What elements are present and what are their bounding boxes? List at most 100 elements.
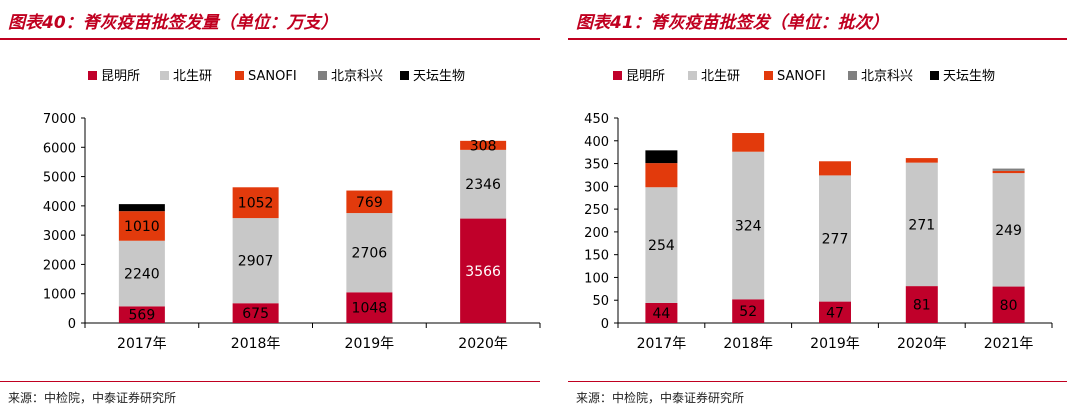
bar-segment-2 [819, 161, 851, 176]
y-tick-label: 400 [584, 135, 609, 150]
y-tick-label: 6000 [43, 141, 76, 156]
legend-swatch [848, 71, 857, 80]
x-tick-label: 2021年 [984, 336, 1034, 352]
x-tick-label: 2017年 [117, 336, 167, 352]
chart-title: 图表40：脊灰疫苗批签发量（单位：万支） [8, 13, 338, 33]
y-tick-label: 0 [68, 317, 76, 332]
x-tick-label: 2017年 [637, 336, 687, 352]
bar-segment-4 [118, 204, 165, 212]
bar-segment-2 [732, 133, 765, 152]
legend-label: 昆明所 [101, 69, 140, 84]
x-tick-label: 2020年 [897, 336, 947, 352]
bar-segment-2 [460, 140, 507, 150]
bar-segment-3 [992, 168, 1025, 171]
chart-panel-left: 图表40：脊灰疫苗批签发量（单位：万支） 昆明所 北生研 SANOFI 北京科兴 天坛生… [0, 13, 541, 405]
bar-segment-1 [732, 151, 765, 300]
data-label: 569 [129, 308, 156, 324]
legend-label: 天坛生物 [413, 69, 465, 84]
bar-segment-0 [460, 218, 507, 323]
data-label: 769 [356, 195, 383, 211]
bar-segment-0 [992, 286, 1025, 323]
data-label: 80 [1000, 298, 1018, 314]
legend-label: 北京科兴 [861, 69, 913, 84]
data-label: 271 [908, 217, 935, 233]
y-tick-label: 2000 [43, 258, 76, 273]
source-rule [0, 381, 540, 382]
legend-item: 天坛生物 [400, 69, 465, 84]
legend-item: 北生研 [688, 69, 740, 84]
data-label: 2706 [352, 246, 388, 262]
legend-item: 天坛生物 [930, 69, 995, 84]
bar-segment-0 [232, 303, 279, 323]
bar-segment-2 [992, 170, 1025, 174]
bar-segment-2 [905, 158, 938, 163]
legend-swatch [235, 71, 244, 80]
legend-swatch [930, 71, 939, 80]
legend-swatch [764, 71, 773, 80]
data-label: 254 [648, 238, 675, 254]
y-tick-label: 300 [584, 180, 609, 195]
bar-segment-1 [460, 149, 507, 219]
legend-label: 北生研 [701, 69, 740, 84]
bar-segment-0 [346, 292, 393, 323]
data-label: 249 [995, 223, 1022, 239]
x-tick-label: 2019年 [345, 336, 395, 352]
bar-segment-1 [905, 162, 938, 287]
legend-swatch [318, 71, 327, 80]
title-rule [0, 38, 540, 40]
x-tick-label: 2018年 [723, 336, 773, 352]
legend-item: 昆明所 [613, 69, 665, 84]
bar-segment-1 [819, 175, 851, 302]
y-tick-label: 150 [584, 249, 609, 264]
y-tick-label: 250 [584, 203, 609, 218]
source-note: 来源：中检院，中泰证券研究所 [8, 391, 177, 405]
legend-item: SANOFI [764, 69, 826, 84]
legend-label: SANOFI [248, 69, 297, 84]
legend-swatch [88, 71, 97, 80]
legend-label: SANOFI [777, 69, 826, 84]
y-tick-label: 100 [584, 271, 609, 286]
y-tick-label: 200 [584, 226, 609, 241]
data-label: 1048 [352, 301, 388, 317]
legend-item: 昆明所 [88, 69, 140, 84]
bar-segment-4 [645, 150, 678, 164]
bar-segment-0 [905, 286, 938, 323]
chart-title: 图表41：脊灰疫苗批签发（单位：批次） [576, 13, 889, 33]
x-tick-label: 2018年 [231, 336, 281, 352]
bar-segment-1 [992, 173, 1025, 287]
legend-item: SANOFI [235, 69, 297, 84]
data-label: 308 [470, 138, 497, 154]
y-tick-label: 7000 [43, 112, 76, 127]
data-label: 3566 [465, 264, 501, 280]
data-label: 52 [739, 304, 757, 320]
legend-swatch [613, 71, 622, 80]
bar-segment-1 [346, 213, 393, 293]
legend-item: 北京科兴 [848, 69, 913, 84]
data-label: 2346 [465, 177, 501, 193]
bar-segment-0 [118, 306, 165, 323]
y-tick-label: 1000 [43, 288, 76, 303]
data-label: 2240 [124, 267, 160, 283]
legend-label: 昆明所 [626, 69, 665, 84]
bar-segment-0 [732, 299, 765, 323]
legend-label: 北京科兴 [331, 69, 383, 84]
x-tick-label: 2019年 [810, 336, 860, 352]
data-label: 675 [242, 306, 269, 322]
stacked-bar-chart-doses: 昆明所 北生研 SANOFI 北京科兴 天坛生物 0 1000 2000 3000 4000 500… [43, 69, 541, 352]
source-rule [568, 381, 1067, 382]
data-label: 81 [913, 298, 931, 314]
bar-segment-1 [232, 218, 279, 304]
data-label: 47 [826, 305, 844, 321]
bar-segment-1 [118, 240, 165, 307]
y-tick-label: 350 [584, 158, 609, 173]
y-tick-label: 3000 [43, 229, 76, 244]
legend-item: 北京科兴 [318, 69, 383, 84]
x-tick-label: 2020年 [458, 336, 508, 352]
bar-segment-1 [645, 187, 678, 303]
legend-label: 天坛生物 [943, 69, 995, 84]
data-label: 277 [822, 231, 849, 247]
y-tick-label: 5000 [43, 171, 76, 186]
legend-swatch [160, 71, 169, 80]
bar-segment-2 [346, 190, 393, 214]
data-label: 44 [652, 306, 670, 322]
